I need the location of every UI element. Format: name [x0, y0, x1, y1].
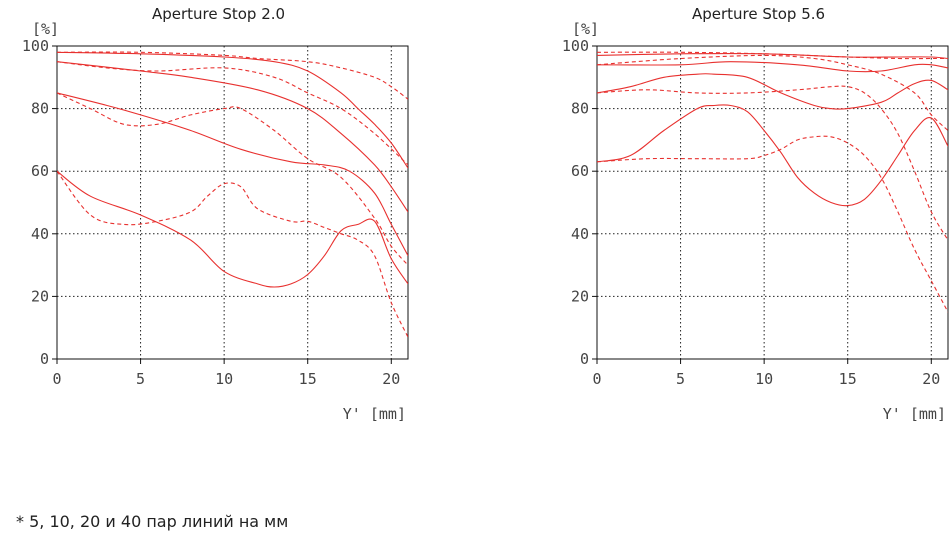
y-tick-label: 40: [571, 225, 589, 243]
plot-frame: [56, 45, 409, 360]
series-line-8: [597, 135, 948, 313]
series-line-3: [57, 61, 408, 213]
y-tick-label: 0: [580, 350, 589, 368]
series-line-4: [597, 54, 948, 131]
x-tick-label: 0: [592, 370, 601, 388]
series-line-7: [57, 170, 408, 288]
y-tick-label: 60: [31, 162, 49, 180]
y-axis-label: [%]: [32, 20, 59, 38]
y-tick-label: 60: [571, 162, 589, 180]
y-tick-label: 80: [31, 100, 49, 118]
footnote: * 5, 10, 20 и 40 пар линий на мм: [16, 512, 289, 531]
x-tick-label: 20: [922, 370, 940, 388]
chart-title: Aperture Stop 5.6: [692, 5, 825, 23]
x-axis-label: Y' [mm]: [883, 405, 946, 423]
y-tick-label: 100: [22, 37, 49, 55]
y-tick-label: 80: [571, 100, 589, 118]
x-axis-label: Y' [mm]: [343, 405, 406, 423]
x-tick-label: 10: [755, 370, 773, 388]
y-axis-label: [%]: [572, 20, 599, 38]
chart-2: Aperture Stop 5.6 [%] 0 20 40 60 80 100 0 5 10 15 20…: [562, 5, 949, 423]
y-tick-label: 20: [31, 287, 49, 305]
series-line-1: [57, 51, 408, 169]
series-line-6: [57, 92, 408, 266]
chart-1: Aperture Stop 2.0 [%] 0 20 40 60 80 100 0 5 10 15 20…: [22, 5, 409, 423]
series-line-8: [57, 170, 408, 338]
y-tick-label: 40: [31, 225, 49, 243]
series-line-7: [597, 104, 948, 207]
x-tick-label: 20: [382, 370, 400, 388]
series-line-4: [57, 61, 408, 166]
x-tick-label: 0: [52, 370, 61, 388]
series-line-3: [597, 61, 948, 73]
x-tick-label: 5: [136, 370, 145, 388]
x-tick-label: 15: [299, 370, 317, 388]
x-tick-label: 5: [676, 370, 685, 388]
plot-frame: [596, 45, 949, 360]
series-line-5: [57, 92, 408, 256]
series-line-1: [597, 52, 948, 60]
series-line-5: [597, 73, 948, 110]
y-tick-label: 0: [40, 350, 49, 368]
series-line-2: [57, 51, 408, 100]
x-tick-label: 15: [839, 370, 857, 388]
chart-title: Aperture Stop 2.0: [152, 5, 285, 23]
y-tick-label: 20: [571, 287, 589, 305]
series-line-6: [597, 85, 948, 241]
y-tick-label: 100: [562, 37, 589, 55]
x-tick-label: 10: [215, 370, 233, 388]
